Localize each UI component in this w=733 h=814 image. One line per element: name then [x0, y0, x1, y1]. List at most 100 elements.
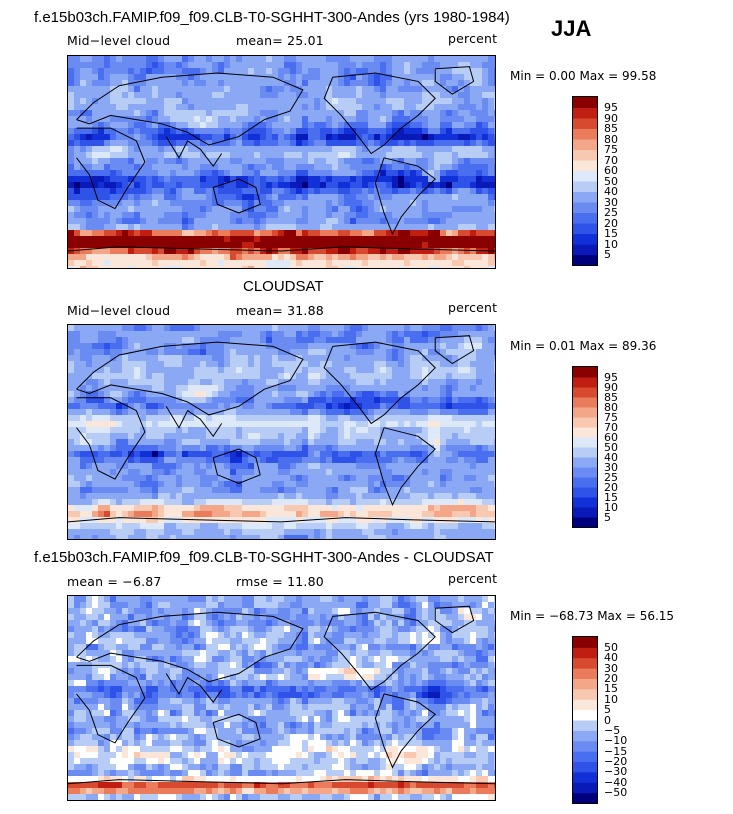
colorbar-swatch [573, 497, 597, 508]
coastline [68, 246, 495, 252]
colorbar-swatch [573, 417, 597, 428]
colorbar-swatch [573, 407, 597, 418]
colorbar-level-label: 90 [604, 380, 618, 394]
colorbar-level-label: 10 [604, 500, 618, 514]
colorbar-level-label: −5 [604, 723, 621, 737]
colorbar-swatch [573, 467, 597, 478]
panel-1-colorbar [572, 96, 598, 266]
panel-1-map [67, 55, 496, 269]
colorbar-level-label: 30 [604, 661, 618, 675]
panel-1-min-max: Min = 0.00 Max = 99.58 [510, 69, 657, 83]
colorbar-swatch [573, 647, 597, 659]
colorbar-level-label: 30 [604, 460, 618, 474]
colorbar-level-label: 25 [604, 470, 618, 484]
colorbar-swatch [573, 730, 597, 742]
panel-3-units: percent [448, 571, 498, 586]
panel-2-min-max: Min = 0.01 Max = 89.36 [510, 339, 657, 353]
coastline [212, 178, 261, 214]
colorbar-swatch [573, 223, 597, 234]
panel-1-title: f.e15b03ch.FAMIP.f09_f09.CLB-T0-SGHHT-30… [34, 9, 510, 26]
colorbar-swatch [573, 720, 597, 731]
colorbar-level-label: −50 [604, 786, 628, 800]
colorbar-swatch [573, 678, 597, 690]
colorbar-level-label: 70 [604, 153, 618, 167]
colorbar-swatch [573, 457, 597, 468]
panel-2-title: CLOUDSAT [243, 278, 324, 295]
colorbar-level-label: 40 [604, 450, 618, 464]
colorbar-level-label: 15 [604, 490, 618, 504]
colorbar-level-label: 0 [604, 713, 611, 727]
coastline [434, 66, 475, 95]
colorbar-level-label: 75 [604, 410, 618, 424]
colorbar-level-label: 60 [604, 164, 618, 177]
colorbar-swatch [573, 487, 597, 498]
colorbar-swatch [573, 139, 597, 150]
map-field-cells [68, 325, 495, 539]
colorbar-level-label: 5 [604, 510, 611, 524]
colorbar-level-label: 10 [604, 692, 618, 706]
colorbar-level-label: 25 [604, 206, 618, 219]
colorbar-level-label: 95 [604, 370, 618, 384]
colorbar-level-label: 20 [604, 216, 618, 230]
panel-3-colorbar [572, 636, 598, 804]
coastline [323, 611, 436, 691]
colorbar-level-label: −20 [604, 755, 628, 768]
colorbar-level-label: 95 [604, 101, 618, 114]
colorbar-swatch [573, 771, 597, 783]
panel-2-mean: mean= 31.88 [236, 303, 324, 318]
colorbar-level-label: 75 [604, 143, 618, 156]
colorbar-level-label: 50 [604, 174, 618, 188]
colorbar-swatch [573, 244, 597, 255]
colorbar-swatch [573, 254, 597, 265]
colorbar-swatch [573, 668, 597, 679]
colorbar-swatch [573, 233, 597, 245]
colorbar-swatch [573, 657, 597, 669]
colorbar-swatch [573, 387, 597, 398]
colorbar-swatch [573, 191, 597, 203]
colorbar-swatch [573, 517, 597, 527]
colorbar-level-label: −30 [604, 765, 628, 779]
colorbar-swatch [573, 437, 597, 448]
coastline [212, 448, 261, 484]
colorbar-level-label: 50 [604, 440, 618, 454]
colorbar-swatch [573, 377, 597, 388]
coastline [76, 341, 304, 416]
coastline [165, 136, 223, 168]
coastline [374, 157, 436, 236]
colorbar-swatch [573, 751, 597, 762]
panel-1-variable-label: Mid−level cloud [67, 33, 171, 48]
colorbar-level-label: −10 [604, 734, 628, 748]
panel-1-mean: mean= 25.01 [236, 33, 324, 48]
colorbar-swatch [573, 397, 597, 408]
coastline [76, 127, 146, 210]
colorbar-swatch [573, 699, 597, 711]
coastline [76, 397, 146, 480]
coastline [76, 611, 304, 683]
colorbar-level-label: 5 [604, 248, 611, 261]
colorbar-swatch [573, 688, 597, 700]
colorbar-swatch [573, 427, 597, 438]
colorbar-swatch [573, 128, 597, 140]
coastline [434, 335, 475, 365]
colorbar-swatch [573, 170, 597, 182]
colorbar-swatch [573, 761, 597, 773]
colorbar-swatch [573, 477, 597, 488]
colorbar-level-label: 15 [604, 682, 618, 696]
coastline [434, 605, 475, 634]
colorbar-level-label: 30 [604, 195, 618, 209]
coastline [68, 779, 495, 785]
coastline [68, 517, 495, 523]
panel-3-min-max: Min = −68.73 Max = 56.15 [510, 609, 675, 623]
colorbar-level-label: 20 [604, 672, 618, 685]
colorbar-level-label: 90 [604, 111, 618, 125]
colorbar-swatch [573, 97, 597, 108]
coastline [374, 427, 436, 507]
colorbar-swatch [573, 709, 597, 721]
colorbar-level-label: −15 [604, 744, 628, 758]
colorbar-level-label: 5 [604, 703, 611, 717]
colorbar-swatch [573, 782, 597, 794]
colorbar-swatch [573, 202, 597, 213]
colorbar-level-label: 60 [604, 430, 618, 444]
colorbar-swatch [573, 447, 597, 458]
panel-3-title: f.e15b03ch.FAMIP.f09_f09.CLB-T0-SGHHT-30… [34, 549, 494, 566]
